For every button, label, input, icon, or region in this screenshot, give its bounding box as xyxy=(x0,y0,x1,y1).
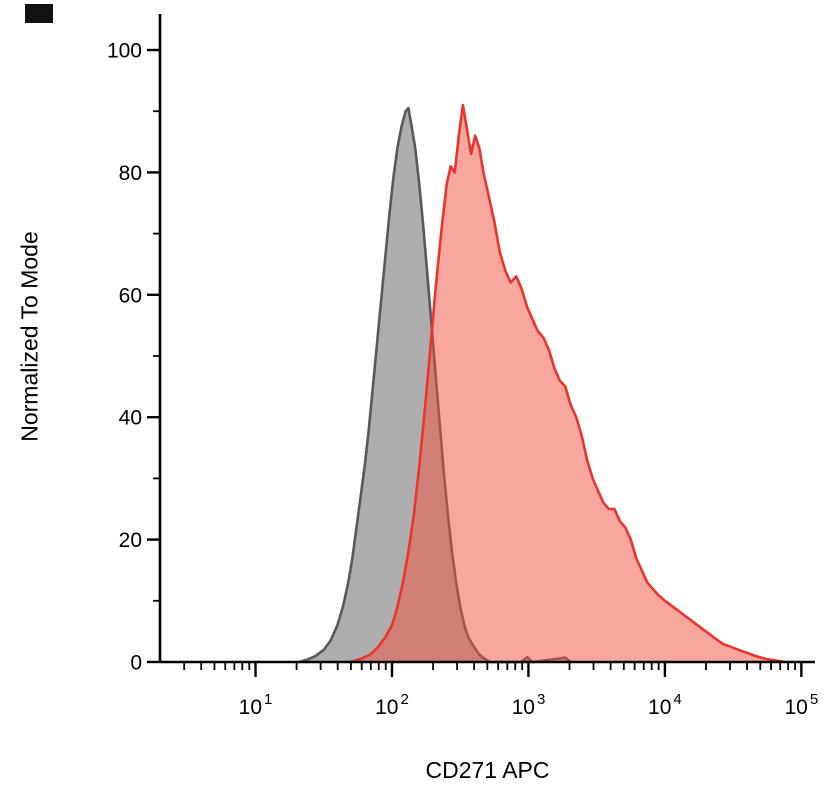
y-tick-label: 60 xyxy=(119,284,142,307)
series-red-filled-histogram xyxy=(349,103,787,664)
x-tick-label: 10 1 xyxy=(239,691,273,719)
y-tick-label: 40 xyxy=(119,407,142,430)
x-tick-label: 10 4 xyxy=(648,691,682,719)
y-tick-label: 100 xyxy=(107,40,142,63)
corner-mark xyxy=(25,4,53,23)
y-axis-title: Normalized To Mode xyxy=(16,231,43,442)
y-axis: 0 20 40 60 80 100 xyxy=(107,14,162,675)
y-tick-label: 20 xyxy=(119,529,142,552)
x-tick-label: 10 2 xyxy=(375,691,409,719)
x-tick-label: 10 3 xyxy=(512,691,546,719)
x-axis: 10 1 10 2 10 3 10 4 10 5 xyxy=(160,660,819,719)
x-tick-label: 10 5 xyxy=(785,691,819,719)
x-axis-title: CD271 APC xyxy=(425,757,550,783)
y-tick-label: 0 xyxy=(130,652,142,675)
y-tick-label: 80 xyxy=(119,162,142,185)
